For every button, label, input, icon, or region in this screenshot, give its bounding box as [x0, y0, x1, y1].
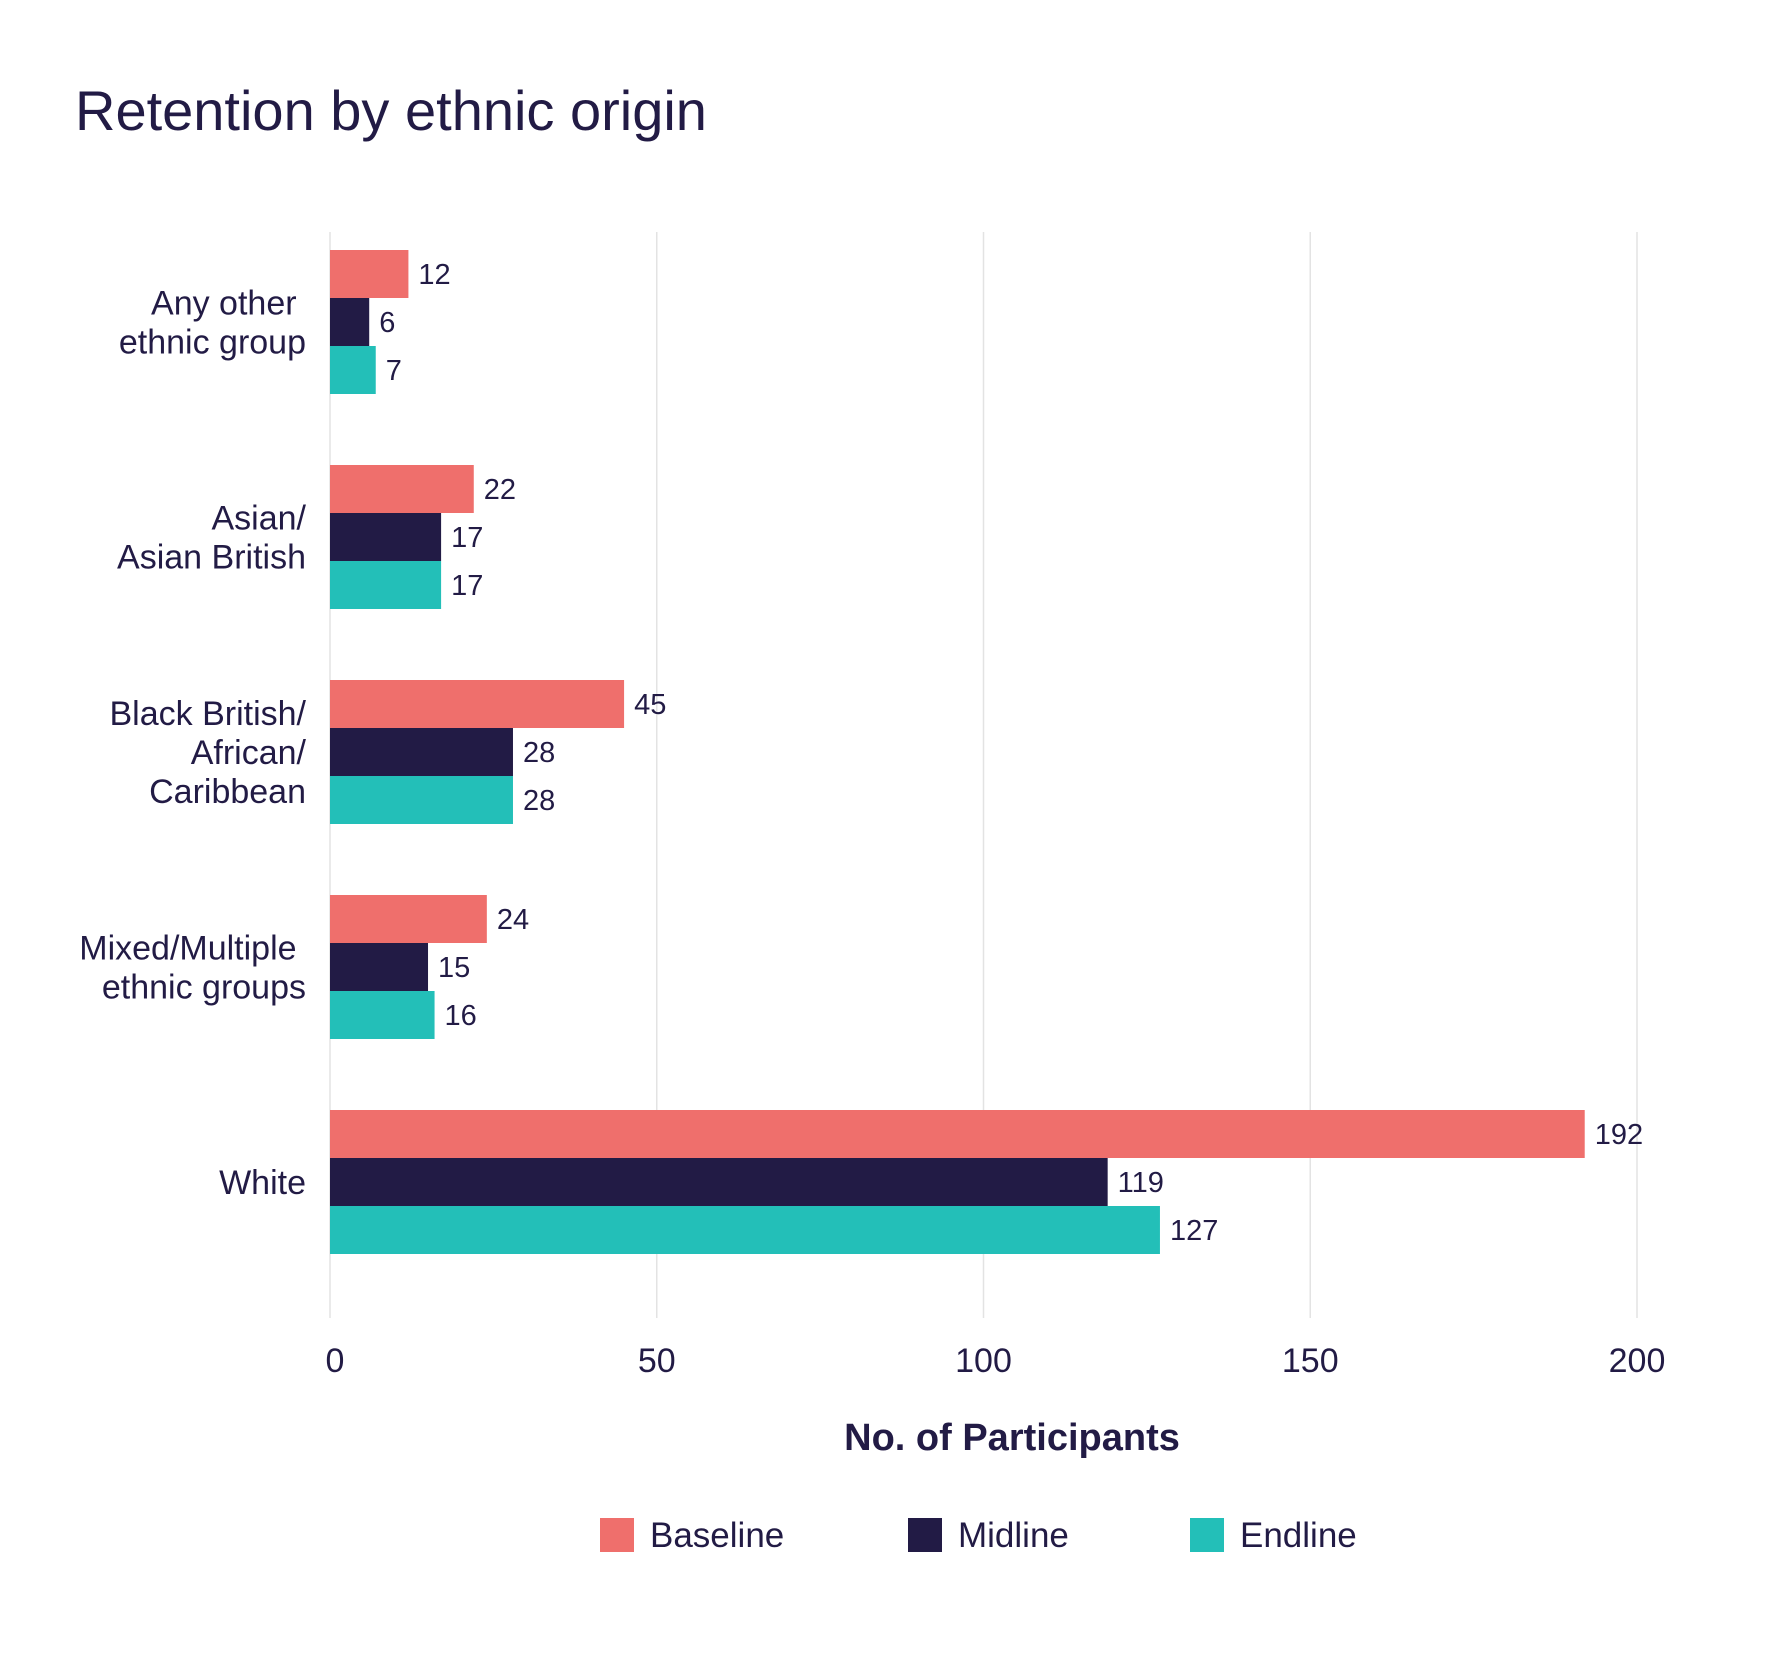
data-label: 7	[386, 355, 402, 387]
category-label-line: Asian/	[212, 500, 307, 538]
bar-endline	[330, 561, 442, 609]
category-label-line: Mixed/Multiple	[79, 930, 306, 968]
bar-baseline	[330, 895, 487, 943]
x-tick-label: 200	[1609, 1342, 1666, 1380]
legend-label-endline: Endline	[1240, 1516, 1357, 1555]
bar-endline	[330, 776, 513, 824]
x-axis-title: No. of Participants	[844, 1417, 1180, 1459]
category-label: Any other ethnic group	[119, 285, 306, 362]
legend-swatch-endline	[1190, 1518, 1224, 1552]
data-label: 16	[445, 1000, 477, 1032]
data-label: 45	[634, 689, 666, 721]
legend-swatch-baseline	[600, 1518, 634, 1552]
legend-swatch-midline	[908, 1518, 942, 1552]
bar-endline	[330, 346, 376, 394]
x-tick-label: 50	[638, 1342, 676, 1380]
data-label: 17	[451, 522, 483, 554]
category-labels: Any other ethnic group Asian/Asian Britis…	[79, 285, 306, 1203]
category-label-line: African/	[191, 734, 307, 772]
bar-midline	[330, 298, 370, 346]
category-label-line: Caribbean	[149, 773, 306, 811]
chart-title: Retention by ethnic origin	[75, 79, 707, 142]
category-label: Black British/African/Caribbean	[110, 695, 307, 811]
category-label-line: Asian British	[117, 539, 306, 577]
legend-label-baseline: Baseline	[650, 1516, 784, 1555]
bar-endline	[330, 991, 435, 1039]
bar-midline	[330, 728, 513, 776]
category-label-line: White	[219, 1164, 306, 1202]
x-tick-label: 150	[1282, 1342, 1339, 1380]
legend: Baseline Midline Endline	[600, 1516, 1357, 1555]
category-label: Asian/Asian British	[117, 500, 307, 577]
data-label: 17	[451, 570, 483, 602]
data-label: 28	[523, 785, 555, 817]
category-label: White	[219, 1164, 306, 1202]
x-tick-label: 100	[955, 1342, 1012, 1380]
data-label: 28	[523, 737, 555, 769]
bar-baseline	[330, 680, 625, 728]
data-label: 192	[1595, 1119, 1643, 1151]
bar-midline	[330, 513, 442, 561]
data-label: 22	[484, 474, 516, 506]
bar-midline	[330, 943, 429, 991]
legend-label-midline: Midline	[958, 1516, 1069, 1555]
category-label: Mixed/Multiple ethnic groups	[79, 930, 306, 1007]
data-label: 119	[1118, 1167, 1164, 1199]
x-tick-labels: 0 50 100 150 200	[326, 1342, 1666, 1380]
data-label: 6	[379, 307, 395, 339]
bar-endline	[330, 1206, 1160, 1254]
bar-baseline	[330, 250, 409, 298]
category-label-line: Any other	[151, 285, 306, 323]
category-label-line: Black British/	[110, 695, 307, 733]
data-label: 127	[1170, 1215, 1218, 1247]
bar-midline	[330, 1158, 1108, 1206]
bar-baseline	[330, 465, 474, 513]
data-label: 15	[438, 952, 470, 984]
data-label: 24	[497, 904, 529, 936]
category-label-line: ethnic group	[119, 324, 306, 362]
x-tick-label: 0	[326, 1342, 345, 1380]
category-label-line: ethnic groups	[102, 969, 306, 1007]
data-label: 12	[418, 259, 450, 291]
bar-baseline	[330, 1110, 1585, 1158]
